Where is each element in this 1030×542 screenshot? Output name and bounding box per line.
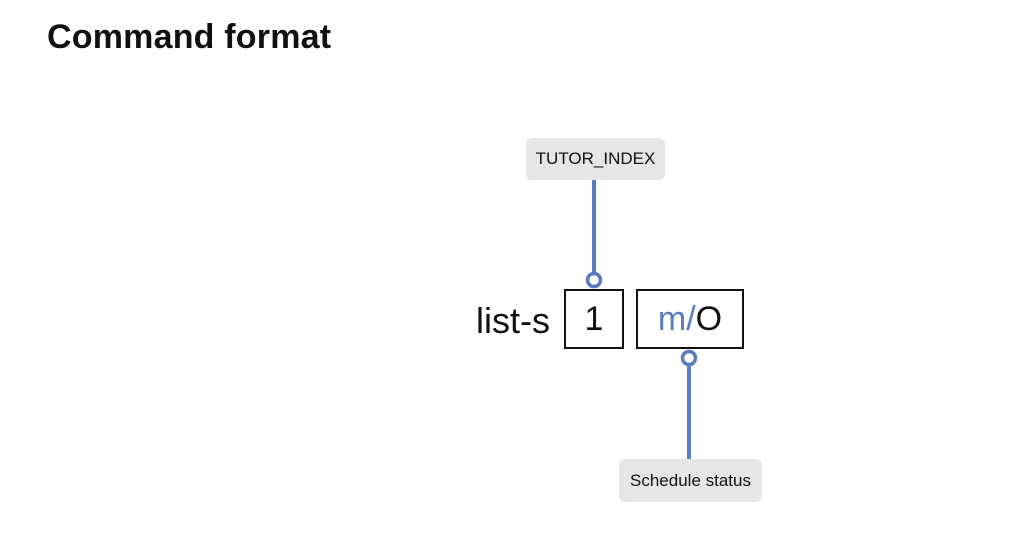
- command-word: list-s: [476, 300, 550, 341]
- schedule-status-value: O: [695, 299, 723, 338]
- page-title: Command format: [47, 18, 332, 56]
- tutor-index-label-text: TUTOR_INDEX: [535, 149, 656, 168]
- connector-schedule-status-endpoint: [680, 349, 698, 367]
- tutor-index-parameter-box: 1: [564, 289, 624, 349]
- connector-tutor-index-endpoint: [585, 271, 603, 289]
- tutor-index-value: 1: [584, 299, 604, 338]
- schedule-status-prefix: m/: [657, 299, 696, 338]
- schedule-status-label: Schedule status: [619, 459, 762, 502]
- tutor-index-label: TUTOR_INDEX: [526, 138, 665, 180]
- schedule-status-parameter-box: m/O: [636, 289, 744, 349]
- schedule-status-label-text: Schedule status: [630, 470, 751, 490]
